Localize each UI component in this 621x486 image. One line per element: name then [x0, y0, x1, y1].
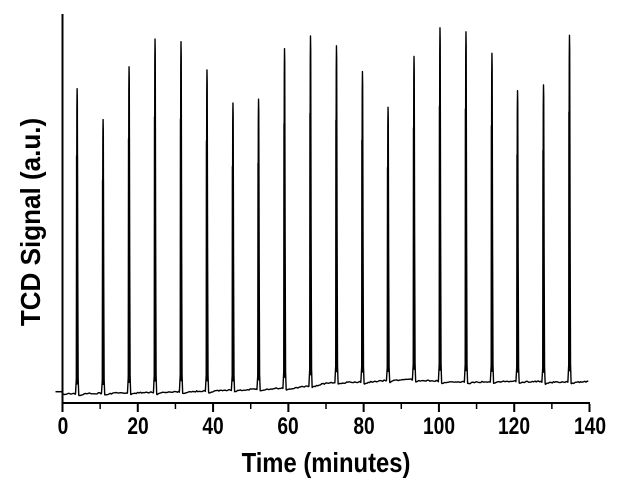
x-tick-label: 140	[573, 413, 606, 440]
x-tick-label: 120	[498, 413, 531, 440]
y-axis-title: TCD Signal (a.u.)	[15, 117, 46, 327]
x-tick-label: 0	[57, 413, 68, 440]
peak-bodies	[75, 105, 571, 386]
x-tick-label: 40	[202, 413, 224, 440]
x-tick-label: 80	[352, 413, 375, 440]
x-tick-label: 100	[422, 413, 455, 440]
x-tick-label: 20	[127, 413, 149, 440]
signal-trace	[62, 27, 589, 397]
x-axis-title: Time (minutes)	[241, 447, 411, 478]
x-tick-label: 60	[277, 413, 300, 440]
